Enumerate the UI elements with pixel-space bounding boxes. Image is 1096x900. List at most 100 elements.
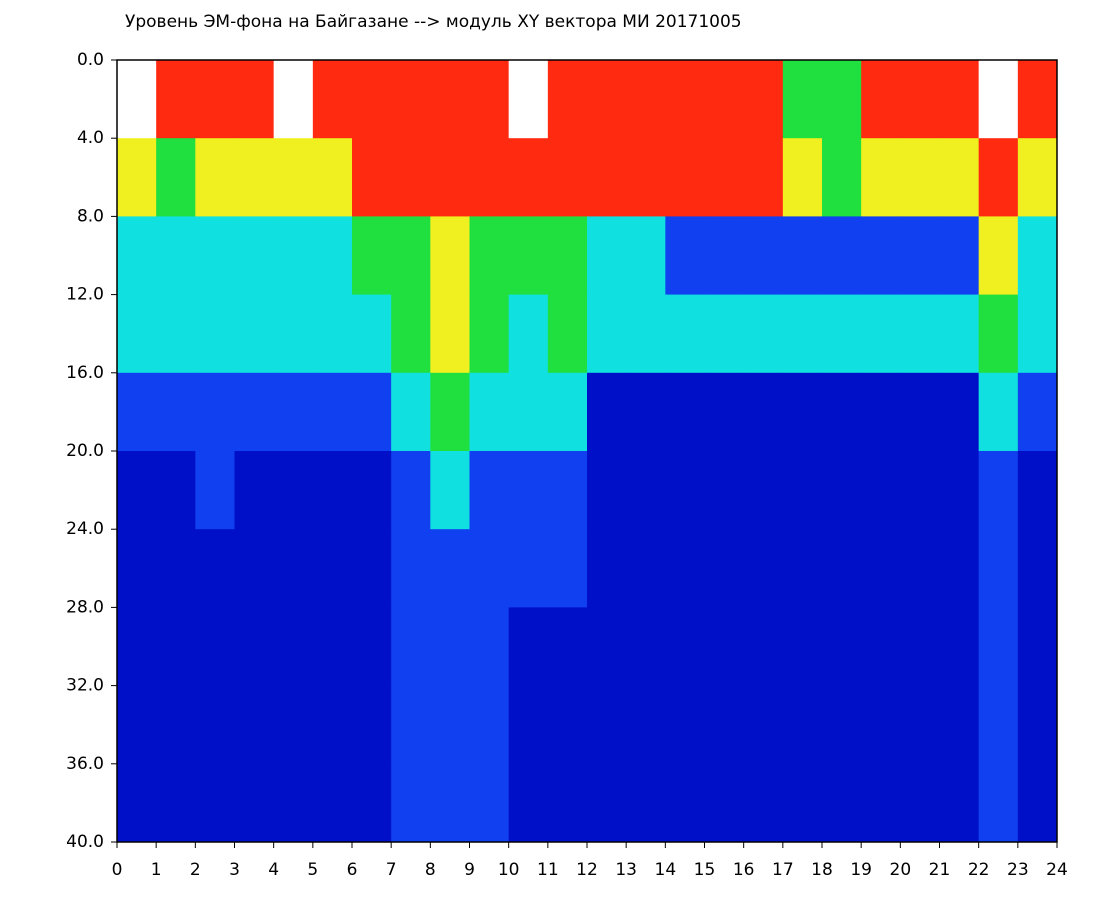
heat-cell [391,216,431,296]
heat-cell [587,529,627,608]
heat-cell [352,138,392,217]
heat-cell [391,60,431,139]
heat-cell [156,763,196,843]
heat-cell [626,529,666,608]
heatmap [117,60,1058,843]
heat-cell [234,529,275,608]
heat-cell [352,763,392,843]
heat-cell [743,607,784,687]
heat-cell [117,685,157,765]
heat-cell [547,138,588,217]
heat-cell [430,763,470,843]
heat-cell [861,216,901,296]
heat-cell [900,138,940,217]
heat-cell [861,685,901,765]
heat-cell [352,529,392,608]
heat-cell [312,529,353,608]
heat-cell [156,529,196,608]
heat-cell [665,685,705,765]
heat-cell [469,607,510,687]
heat-cell [782,763,823,843]
heat-cell [743,372,784,452]
x-tick-label: 21 [929,860,951,880]
heat-cell [978,60,1019,139]
heat-cell [273,607,314,687]
heat-cell [587,685,627,765]
heat-cell [469,216,510,296]
heat-cell [156,372,196,452]
x-tick-label: 9 [464,860,475,880]
heat-cell [156,294,196,374]
heat-cell [234,372,275,452]
heat-cell [117,451,157,530]
heat-cell [939,138,980,217]
heat-cell [704,294,745,374]
heat-cell [117,763,157,843]
x-tick-label: 15 [694,860,716,880]
heat-cell [195,372,235,452]
x-tick-label: 13 [615,860,637,880]
x-tick-label: 0 [112,860,123,880]
heat-cell [900,451,940,530]
heat-cell [195,294,235,374]
heat-cell [312,451,353,530]
heat-cell [782,685,823,765]
heat-cell [273,294,314,374]
heat-cell [626,607,666,687]
heat-cell [352,372,392,452]
heat-cell [704,451,745,530]
heat-cell [273,763,314,843]
heat-cell [1017,607,1058,687]
heat-cell [234,451,275,530]
heat-cell [273,216,314,296]
heat-cell [978,451,1019,530]
heat-cell [312,60,353,139]
heat-cell [469,372,510,452]
heat-cell [939,529,980,608]
heat-cell [900,607,940,687]
heat-cell [312,372,353,452]
heat-cell [822,60,862,139]
heat-cell [900,529,940,608]
heat-cell [704,763,745,843]
y-tick-label: 4.0 [77,128,104,148]
heat-cell [391,451,431,530]
heat-cell [547,685,588,765]
y-tick-label: 8.0 [77,206,104,226]
x-tick-label: 10 [498,860,520,880]
heat-cell [665,607,705,687]
heat-cell [1017,685,1058,765]
heat-cell [312,607,353,687]
heat-cell [900,60,940,139]
heat-cell [704,607,745,687]
heat-cell [978,294,1019,374]
heat-cell [665,294,705,374]
heat-cell [430,294,470,374]
heat-cell [939,685,980,765]
heat-cell [508,138,549,217]
x-tick-label: 7 [386,860,397,880]
heat-cell [743,451,784,530]
heat-cell [273,372,314,452]
heat-cell [861,763,901,843]
heat-cell [430,60,470,139]
heat-cell [782,451,823,530]
x-tick-label: 23 [1007,860,1029,880]
heat-cell [861,529,901,608]
heat-cell [117,607,157,687]
heat-cell [430,372,470,452]
x-tick-label: 19 [850,860,872,880]
heat-cell [195,607,235,687]
x-tick-label: 16 [733,860,755,880]
heat-cell [822,294,862,374]
heat-cell [665,216,705,296]
heat-cell [195,763,235,843]
heat-cell [626,451,666,530]
heat-cell [782,607,823,687]
heat-cell [1017,216,1058,296]
heat-cell [665,529,705,608]
heat-cell [861,607,901,687]
heat-cell [117,216,157,296]
heat-cell [822,138,862,217]
heat-cell [391,138,431,217]
